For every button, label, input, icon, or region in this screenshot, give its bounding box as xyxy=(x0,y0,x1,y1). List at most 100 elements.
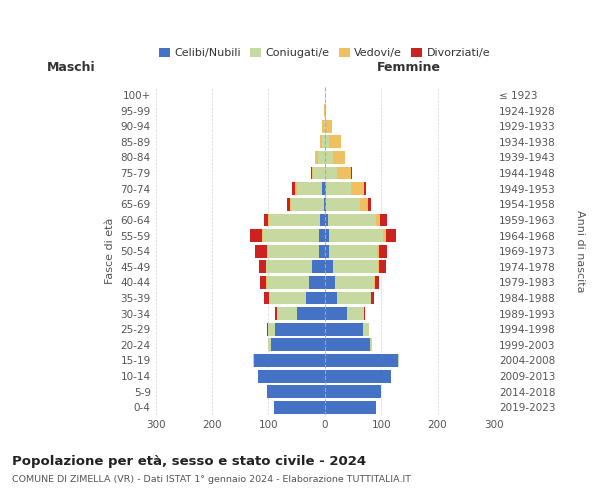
Bar xyxy=(379,245,388,258)
Bar xyxy=(371,292,374,304)
Bar xyxy=(329,136,341,148)
Bar xyxy=(295,182,296,195)
Bar xyxy=(325,386,381,398)
Bar xyxy=(292,182,295,195)
Bar xyxy=(329,229,383,242)
Text: Femmine: Femmine xyxy=(377,61,442,74)
Bar xyxy=(323,120,325,132)
Bar xyxy=(329,245,377,258)
Bar xyxy=(268,245,319,258)
Bar xyxy=(259,260,266,273)
Bar xyxy=(351,166,352,179)
Bar xyxy=(255,245,267,258)
Bar xyxy=(325,401,376,413)
Bar xyxy=(320,214,325,226)
Bar xyxy=(368,198,371,210)
Bar xyxy=(325,370,391,382)
Bar xyxy=(326,198,360,210)
Bar xyxy=(269,292,305,304)
Bar xyxy=(275,307,277,320)
Bar xyxy=(268,214,269,226)
Bar xyxy=(322,136,325,148)
Bar xyxy=(305,292,325,304)
Bar xyxy=(325,166,337,179)
Bar xyxy=(319,245,325,258)
Bar xyxy=(325,292,337,304)
Bar xyxy=(267,323,268,336)
Bar xyxy=(315,151,318,164)
Bar xyxy=(287,198,290,210)
Y-axis label: Anni di nascita: Anni di nascita xyxy=(575,210,585,292)
Bar xyxy=(258,370,325,382)
Bar xyxy=(325,182,326,195)
Legend: Celibi/Nubili, Coniugati/e, Vedovi/e, Divorziati/e: Celibi/Nubili, Coniugati/e, Vedovi/e, Di… xyxy=(155,44,495,63)
Bar xyxy=(325,354,398,367)
Bar xyxy=(325,323,363,336)
Bar xyxy=(325,229,329,242)
Y-axis label: Fasce di età: Fasce di età xyxy=(105,218,115,284)
Bar xyxy=(296,182,322,195)
Bar xyxy=(319,229,325,242)
Bar xyxy=(383,229,386,242)
Bar xyxy=(266,276,309,289)
Bar xyxy=(254,354,325,367)
Bar xyxy=(375,276,379,289)
Bar xyxy=(337,166,351,179)
Bar xyxy=(325,260,333,273)
Bar xyxy=(275,323,325,336)
Bar xyxy=(325,136,329,148)
Bar xyxy=(325,120,326,132)
Bar xyxy=(271,338,325,351)
Bar xyxy=(265,292,269,304)
Bar xyxy=(250,229,262,242)
Bar xyxy=(325,214,328,226)
Bar xyxy=(377,245,379,258)
Bar xyxy=(268,323,275,336)
Bar xyxy=(347,307,364,320)
Text: Popolazione per età, sesso e stato civile - 2024: Popolazione per età, sesso e stato civil… xyxy=(12,455,366,468)
Bar xyxy=(253,354,254,367)
Text: Maschi: Maschi xyxy=(47,61,95,74)
Bar xyxy=(260,276,266,289)
Bar xyxy=(325,338,370,351)
Bar xyxy=(274,401,325,413)
Bar xyxy=(325,245,329,258)
Bar xyxy=(277,307,296,320)
Bar xyxy=(267,386,325,398)
Bar xyxy=(312,166,313,179)
Bar xyxy=(325,104,326,117)
Bar xyxy=(364,307,365,320)
Bar xyxy=(291,198,323,210)
Bar xyxy=(364,182,367,195)
Bar xyxy=(318,151,325,164)
Bar xyxy=(370,338,372,351)
Bar xyxy=(325,276,335,289)
Bar xyxy=(313,260,325,273)
Bar xyxy=(264,214,268,226)
Bar xyxy=(290,198,291,210)
Bar xyxy=(333,260,379,273)
Bar xyxy=(262,229,263,242)
Bar xyxy=(360,198,368,210)
Bar xyxy=(325,307,347,320)
Bar xyxy=(323,198,325,210)
Bar xyxy=(309,276,325,289)
Bar xyxy=(386,229,396,242)
Bar xyxy=(325,198,326,210)
Bar xyxy=(296,307,325,320)
Bar xyxy=(363,323,369,336)
Bar xyxy=(328,214,376,226)
Bar xyxy=(398,354,399,367)
Bar xyxy=(351,182,364,195)
Bar xyxy=(332,151,345,164)
Bar xyxy=(313,166,325,179)
Bar xyxy=(326,182,351,195)
Bar xyxy=(325,151,332,164)
Bar xyxy=(335,276,374,289)
Bar xyxy=(322,182,325,195)
Bar xyxy=(266,260,313,273)
Bar xyxy=(268,338,271,351)
Bar xyxy=(380,214,387,226)
Bar xyxy=(267,245,268,258)
Bar xyxy=(320,136,322,148)
